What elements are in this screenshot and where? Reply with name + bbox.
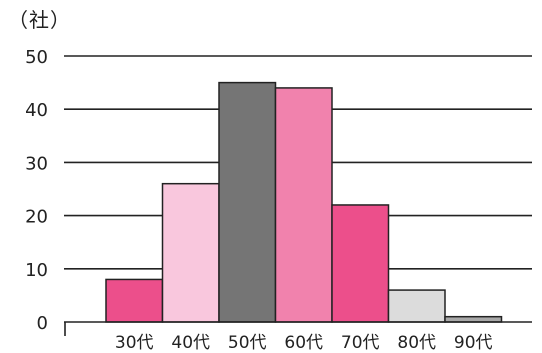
bars (105, 81, 503, 323)
x-tick-label: 50代 (228, 333, 267, 353)
y-tick-label: 30 (25, 153, 48, 174)
axis (64, 321, 532, 336)
bar-80代 (387, 289, 446, 323)
y-tick-label: 40 (25, 100, 48, 121)
bar-50代 (218, 81, 277, 323)
y-tick-labels: 0 10 20 30 40 50 (25, 47, 48, 334)
x-tick-label: 40代 (171, 333, 210, 353)
x-tick-labels: 30代 40代 50代 60代 70代 80代 90代 (115, 333, 493, 353)
y-tick-label: 10 (25, 260, 48, 281)
x-tick-label: 80代 (397, 333, 436, 353)
bar-70代 (331, 204, 390, 323)
bar-40代 (161, 182, 220, 323)
bar-30代 (105, 278, 164, 323)
x-tick-label: 70代 (341, 333, 380, 353)
y-unit-label: （社） (8, 8, 71, 32)
x-tick-label: 60代 (284, 333, 323, 353)
bar-60代 (274, 87, 333, 323)
y-tick-label: 0 (37, 313, 48, 334)
x-tick-label: 30代 (115, 333, 154, 353)
y-tick-label: 50 (25, 47, 48, 68)
y-tick-label: 20 (25, 207, 48, 228)
x-tick-label: 90代 (454, 333, 493, 353)
